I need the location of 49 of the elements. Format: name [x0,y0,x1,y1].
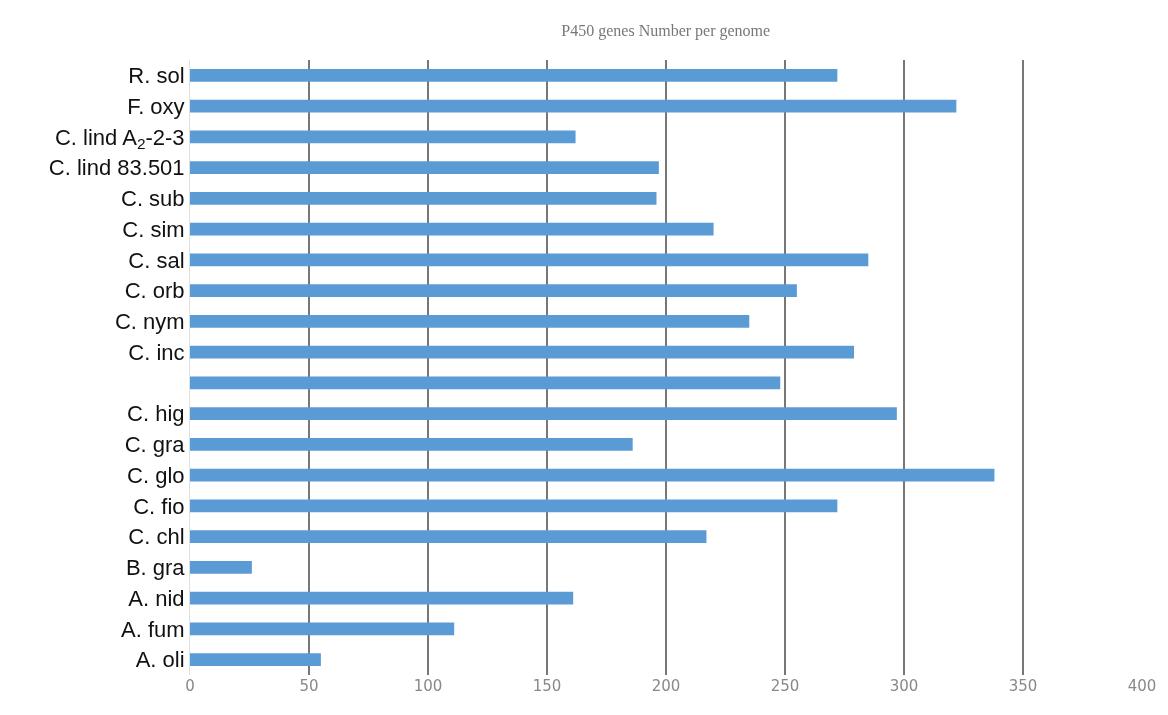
bar [190,591,574,605]
y-tick-label: A. nid [128,585,185,611]
bar [190,560,252,574]
bar [190,345,855,359]
x-tick-label: 400 [1127,677,1157,695]
bar [190,314,750,328]
bar [190,622,455,636]
x-tick-label: 200 [651,677,681,695]
bar [190,191,657,205]
y-tick-label: C. glo [127,462,185,488]
bar [190,653,321,667]
bar [190,376,781,390]
bar [190,530,707,544]
y-tick-label: B. gra [125,555,186,581]
chart-title: P450 genes Number per genome [561,22,771,41]
x-tick-label: 0 [185,677,195,695]
bar [190,68,838,82]
y-tick-label: R. sol [128,63,185,89]
y-tick-label: A. fum [121,616,185,642]
x-tick-label: 100 [413,677,443,695]
bar [190,284,797,298]
bar [190,499,838,513]
y-tick-label: C. fio [133,493,185,519]
y-tick-label: C. gra [124,432,186,458]
x-tick-label: 250 [770,677,800,695]
y-tick-label: C. chl [128,524,185,550]
y-tick-label: C. sub [121,186,185,212]
bar [190,253,869,267]
bar [190,222,714,236]
x-tick-label: 50 [299,677,319,695]
y-tick-label: C. lind A$_{2}$-2-3 [54,124,185,153]
y-tick-label: C. sal [128,247,185,273]
bar [190,161,659,175]
bar [190,130,576,144]
x-tick-label: 300 [889,677,919,695]
bar [190,99,957,113]
y-tick-label: C. lind 83.501 [48,155,185,181]
y-tick-label: C. hig [127,401,185,427]
bar [190,468,995,482]
x-tick-label: 350 [1008,677,1038,695]
y-tick-label: C. nym [114,309,185,335]
bar [190,437,633,451]
y-tick-label: A. oli [135,647,185,673]
y-tick-label: C. orb [124,278,185,304]
y-tick-label: F. oxy [127,93,185,119]
y-tick-label: C. inc [128,339,185,365]
bar [190,407,897,421]
y-tick-label: C. sim [122,216,185,242]
x-tick-label: 150 [532,677,562,695]
